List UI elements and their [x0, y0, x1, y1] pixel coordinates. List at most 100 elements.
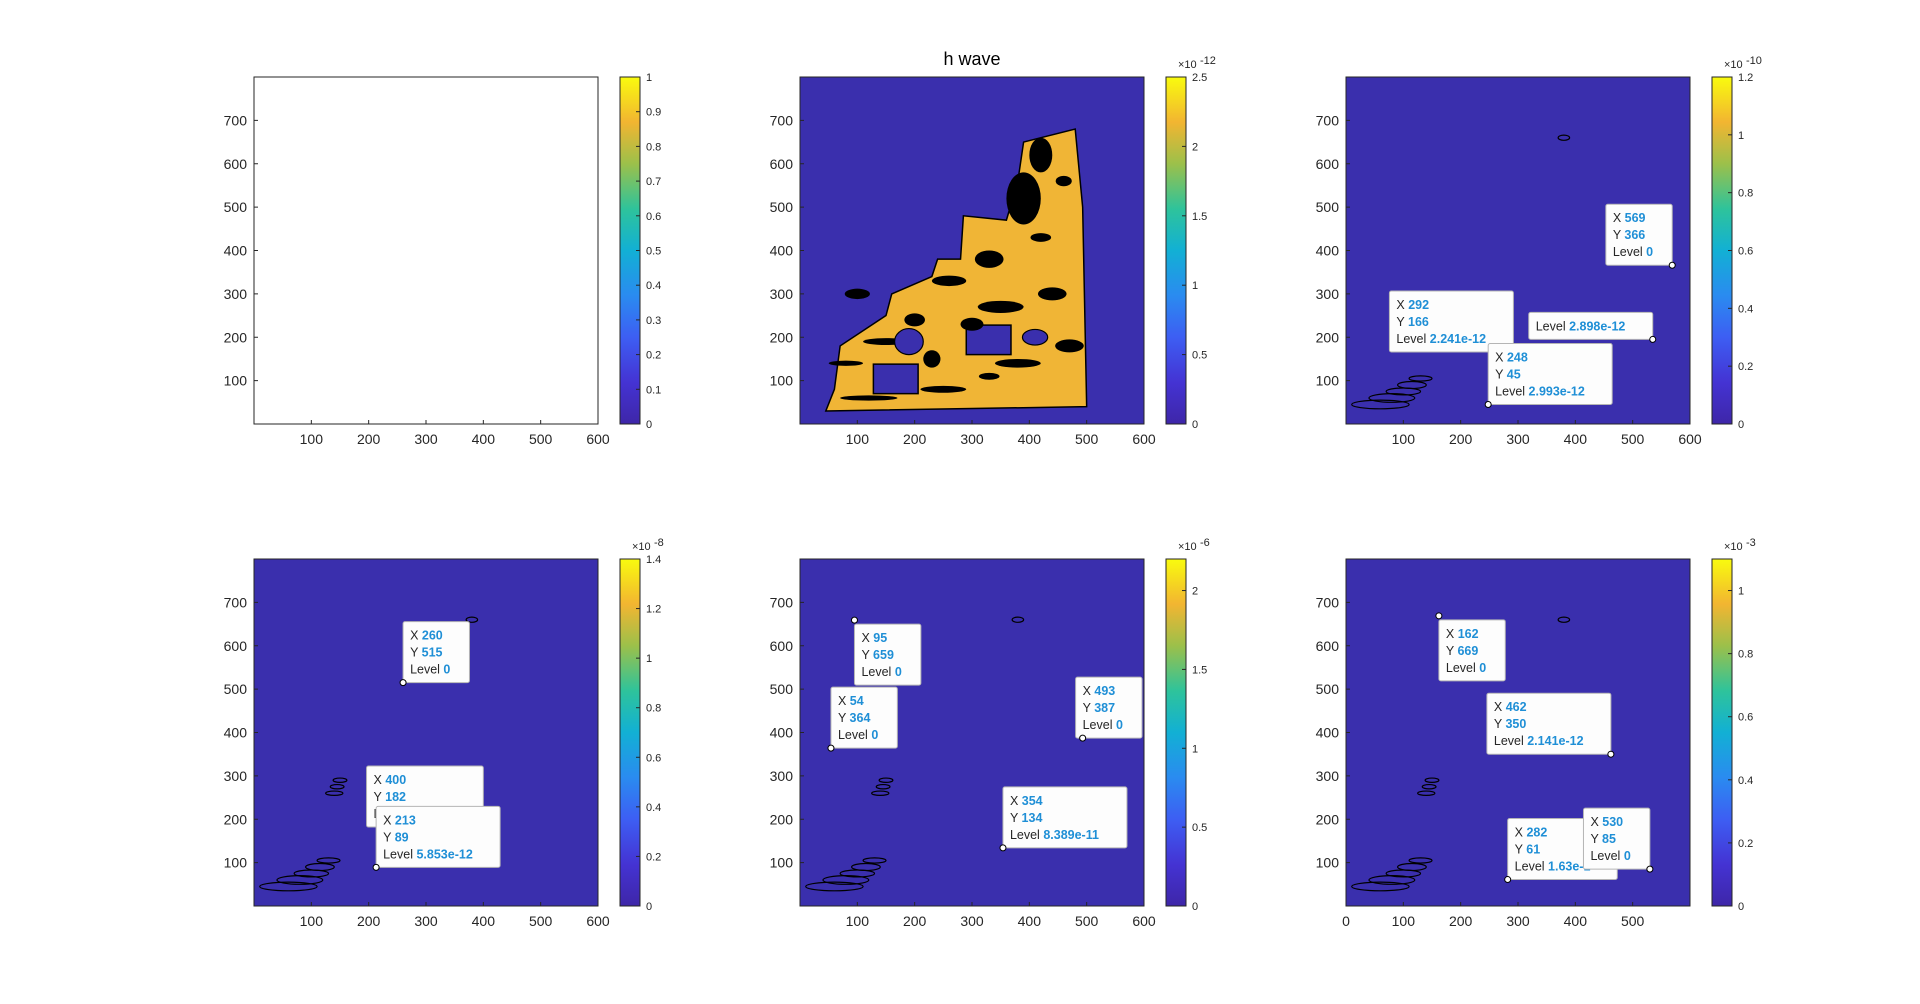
x-tick-label: 400 [472, 431, 496, 447]
datatip-value: 248 [1507, 350, 1528, 364]
x-tick-label: 200 [903, 431, 927, 447]
x-axis: 100 200 300 400 500 600 [300, 420, 610, 447]
datatip-line: Level 2.141e-12 [1494, 734, 1584, 748]
x-tick-label: 500 [1621, 913, 1645, 929]
datatip-marker [1649, 335, 1657, 343]
subplot-6: 0 100 200 300 400 50010020030040050060070000.… [1316, 537, 1756, 929]
y-tick-label: 500 [224, 199, 248, 215]
datatip-marker [1607, 750, 1615, 758]
colorbar-tick-label: 1.5 [1192, 211, 1207, 223]
colorbar-gradient [1711, 558, 1733, 907]
datatip-line: X 530 [1590, 815, 1623, 829]
datatip-key: X [838, 694, 850, 708]
field-mark [878, 777, 894, 783]
datatip-line: Y 364 [838, 711, 870, 725]
datatip-key: Level [1396, 332, 1429, 346]
datatip-key: Level [1495, 384, 1528, 398]
field-hole [872, 363, 919, 395]
datatip: X 493 Y 387 Level 0 [1075, 676, 1143, 742]
datatip-value: 292 [1408, 298, 1429, 312]
datatip-key: Y [383, 830, 395, 844]
y-tick-label: 500 [770, 199, 794, 215]
colorbar-tick-label: 0.6 [1738, 712, 1753, 724]
field-blob [1006, 172, 1041, 225]
field-blob [1029, 137, 1053, 173]
x-tick-label: 500 [1075, 431, 1099, 447]
datatip-key: X [1590, 815, 1602, 829]
x-tick-label: 100 [1392, 913, 1416, 929]
y-tick-label: 300 [1316, 768, 1340, 784]
datatip-key: Y [1083, 701, 1095, 715]
y-tick-label: 600 [770, 638, 794, 654]
x-tick-label: 500 [1621, 431, 1645, 447]
colorbar: 0 0.2 0.4 0.6 0.8 1 1.2 1.4×10 -8 [619, 537, 664, 913]
datatip-value: 162 [1458, 627, 1479, 641]
x-tick-label: 300 [1506, 913, 1530, 929]
datatip-value: 45 [1507, 367, 1521, 381]
x-axis: 100 200 300 400 500 600 [1392, 420, 1702, 447]
datatip-line: X 292 [1396, 298, 1429, 312]
datatip-line: Level 1.63e-1 [1515, 860, 1591, 874]
field-blob [904, 313, 925, 327]
datatip-value: 659 [873, 648, 894, 662]
x-tick-label: 500 [529, 431, 553, 447]
colorbar-tick-label: 0 [1738, 419, 1744, 431]
field-mark [875, 783, 891, 790]
datatip-value: 0 [1479, 661, 1486, 675]
datatip-marker [1079, 734, 1087, 742]
datatip-box [1486, 692, 1612, 755]
datatip-key: Y [1495, 367, 1507, 381]
y-axis: 100 200 300 400 500 600 700 [224, 112, 258, 389]
datatip-key: Level [1613, 245, 1646, 259]
y-tick-label: 300 [1316, 286, 1340, 302]
datatip-key: Y [861, 648, 873, 662]
field-mark [1408, 857, 1433, 864]
datatip-line: Level 2.898e-12 [1536, 319, 1626, 333]
x-tick-label: 100 [846, 913, 870, 929]
datatip-value: 134 [1022, 811, 1043, 825]
field-blob [844, 288, 870, 300]
datatip-line: X 95 [861, 631, 887, 645]
field-mark [1011, 616, 1025, 623]
datatip-value: 166 [1408, 315, 1429, 329]
y-tick-label: 700 [770, 112, 794, 128]
y-tick-label: 700 [1316, 112, 1340, 128]
field-mark [1396, 862, 1427, 872]
datatip-line: Y 659 [861, 648, 893, 662]
datatip-value: 400 [385, 773, 406, 787]
colorbar-tick-label: 0.6 [646, 752, 661, 764]
field-mark [1417, 790, 1436, 796]
colorbar: 0 0.2 0.4 0.6 0.8 1 ×10 -3 [1711, 537, 1756, 913]
field-blob [923, 350, 941, 368]
x-tick-label: 300 [414, 431, 438, 447]
datatip-line: X 260 [410, 629, 443, 643]
datatip-key: Level [1536, 319, 1569, 333]
datatip-line: Y 61 [1515, 843, 1541, 857]
datatip-key: Level [1083, 718, 1116, 732]
colorbar-exponent-base: ×10 [1178, 541, 1197, 553]
colorbar-tick-label: 0.4 [1738, 775, 1753, 787]
colorbar-exponent: -12 [1200, 55, 1216, 67]
datatip-line: X 282 [1515, 826, 1548, 840]
field-mark [805, 881, 864, 892]
colorbar-tick-label: 0 [646, 419, 652, 431]
datatip-value: 0 [443, 663, 450, 677]
colorbar-tick-label: 0.6 [646, 211, 661, 223]
x-axis: 100 200 300 400 500 600 [846, 420, 1156, 447]
colorbar-exponent: -6 [1200, 537, 1210, 549]
y-tick-label: 600 [1316, 156, 1340, 172]
datatip-value: 95 [873, 631, 887, 645]
datatip-value: 54 [850, 694, 864, 708]
colorbar-tick-label: 0.7 [646, 176, 661, 188]
x-tick-label: 600 [1132, 913, 1156, 929]
datatip-value: 89 [395, 830, 409, 844]
colorbar-exponent-base: ×10 [1178, 59, 1197, 71]
datatip-key: Level [1446, 661, 1479, 675]
colorbar: 0 0.1 0.2 0.3 0.4 0.5 0.6 0.7 0.8 0.9 1 [619, 72, 661, 431]
datatip-line: Level 0 [838, 728, 878, 742]
y-tick-label: 600 [770, 156, 794, 172]
colorbar-tick-label: 0.4 [1738, 303, 1753, 315]
colorbar: 0 0.5 1 1.5 2 2.5×10 -12 [1165, 55, 1216, 431]
